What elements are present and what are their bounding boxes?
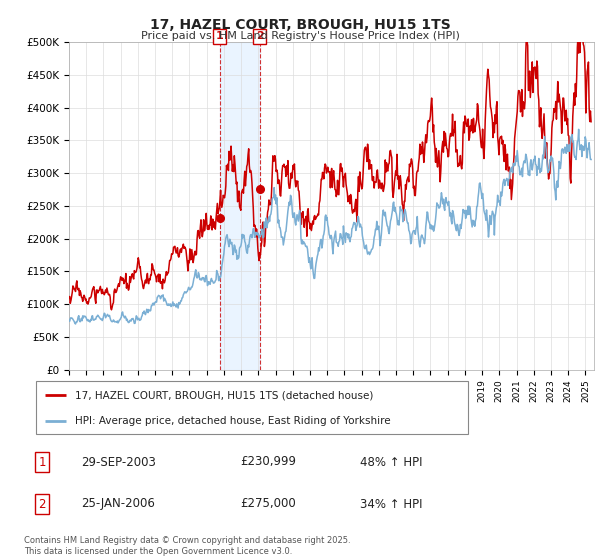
Text: 2: 2 bbox=[38, 497, 46, 511]
Text: 1: 1 bbox=[216, 31, 223, 41]
Text: 34% ↑ HPI: 34% ↑ HPI bbox=[360, 497, 422, 511]
Text: 17, HAZEL COURT, BROUGH, HU15 1TS (detached house): 17, HAZEL COURT, BROUGH, HU15 1TS (detac… bbox=[75, 390, 373, 400]
Text: 29-SEP-2003: 29-SEP-2003 bbox=[81, 455, 156, 469]
Text: 25-JAN-2006: 25-JAN-2006 bbox=[81, 497, 155, 511]
Bar bbox=[220, 42, 260, 370]
FancyBboxPatch shape bbox=[36, 381, 468, 434]
Text: HPI: Average price, detached house, East Riding of Yorkshire: HPI: Average price, detached house, East… bbox=[75, 416, 391, 426]
Text: 1: 1 bbox=[38, 455, 46, 469]
Text: 2: 2 bbox=[256, 31, 263, 41]
Text: Price paid vs. HM Land Registry's House Price Index (HPI): Price paid vs. HM Land Registry's House … bbox=[140, 31, 460, 41]
Text: £230,999: £230,999 bbox=[240, 455, 296, 469]
Text: Contains HM Land Registry data © Crown copyright and database right 2025.
This d: Contains HM Land Registry data © Crown c… bbox=[24, 536, 350, 556]
Text: £275,000: £275,000 bbox=[240, 497, 296, 511]
Text: 48% ↑ HPI: 48% ↑ HPI bbox=[360, 455, 422, 469]
Text: 17, HAZEL COURT, BROUGH, HU15 1TS: 17, HAZEL COURT, BROUGH, HU15 1TS bbox=[149, 18, 451, 32]
